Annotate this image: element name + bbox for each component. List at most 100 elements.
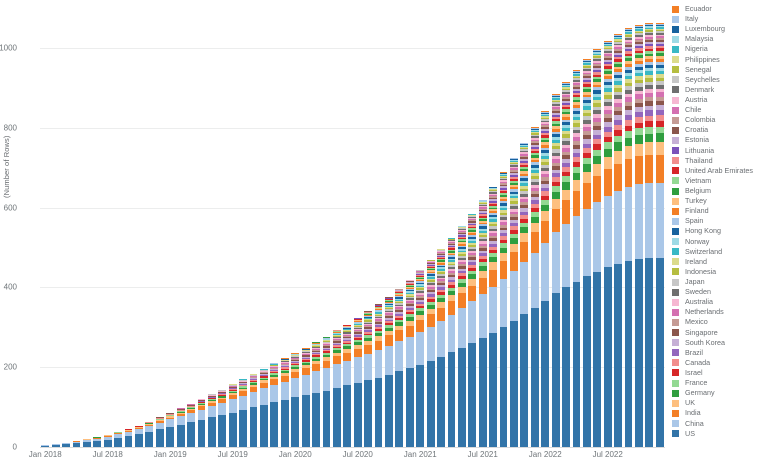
bar[interactable]	[395, 288, 404, 447]
bar-segment[interactable]	[593, 72, 602, 75]
bar-segment[interactable]	[343, 335, 352, 337]
bar-segment[interactable]	[291, 360, 300, 362]
bar-segment[interactable]	[280, 373, 289, 376]
bar-segment[interactable]	[499, 219, 508, 223]
bar-segment[interactable]	[603, 137, 612, 143]
bar-segment[interactable]	[614, 39, 623, 41]
bar-segment[interactable]	[489, 230, 498, 234]
bar-segment[interactable]	[593, 96, 602, 100]
bar-segment[interactable]	[426, 267, 435, 269]
bar-segment[interactable]	[457, 228, 466, 229]
legend-item[interactable]: China	[672, 418, 768, 428]
bar-segment[interactable]	[603, 47, 612, 50]
legend-item[interactable]: South Korea	[672, 338, 768, 348]
bar-segment[interactable]	[437, 283, 445, 286]
bar-segment[interactable]	[551, 128, 560, 132]
bar-segment[interactable]	[416, 286, 425, 289]
bar-segment[interactable]	[572, 172, 581, 181]
bar-segment[interactable]	[468, 257, 477, 260]
bar-segment[interactable]	[635, 102, 643, 108]
bar-segment[interactable]	[145, 431, 154, 447]
bar-segment[interactable]	[572, 113, 581, 117]
bar-segment[interactable]	[614, 110, 623, 116]
bar-segment[interactable]	[353, 325, 362, 327]
bar-segment[interactable]	[270, 384, 279, 403]
bar-segment[interactable]	[655, 56, 664, 59]
bar-segment[interactable]	[645, 61, 654, 65]
bar-segment[interactable]	[291, 366, 300, 369]
bar-segment[interactable]	[312, 345, 320, 347]
bar-segment[interactable]	[541, 142, 550, 146]
bar-segment[interactable]	[593, 139, 602, 145]
bar-segment[interactable]	[353, 323, 362, 325]
bar-segment[interactable]	[624, 79, 633, 83]
bar-segment[interactable]	[645, 133, 654, 143]
bar-segment[interactable]	[447, 284, 456, 288]
bar-segment[interactable]	[530, 146, 539, 149]
bar-segment[interactable]	[510, 171, 518, 174]
bar-segment[interactable]	[280, 400, 289, 447]
bar-segment[interactable]	[416, 272, 425, 274]
bar-segment[interactable]	[374, 336, 383, 341]
bar-segment[interactable]	[530, 200, 539, 204]
bar-segment[interactable]	[593, 110, 602, 115]
bar-segment[interactable]	[603, 82, 612, 86]
bar-segment[interactable]	[468, 218, 477, 220]
bar-segment[interactable]	[395, 297, 404, 299]
bar-segment[interactable]	[489, 223, 498, 227]
bar-segment[interactable]	[312, 347, 320, 349]
bar[interactable]	[239, 378, 248, 447]
bar-segment[interactable]	[562, 116, 570, 120]
bar-segment[interactable]	[645, 36, 654, 39]
bar-segment[interactable]	[582, 139, 591, 144]
bar-segment[interactable]	[353, 332, 362, 334]
bar-segment[interactable]	[635, 107, 643, 112]
bar-segment[interactable]	[437, 285, 445, 288]
bar-segment[interactable]	[260, 372, 268, 374]
bar-segment[interactable]	[395, 330, 404, 342]
bar-segment[interactable]	[478, 217, 487, 220]
bar[interactable]	[103, 433, 112, 447]
bar-segment[interactable]	[645, 51, 654, 54]
bar-segment[interactable]	[624, 110, 633, 115]
bar-segment[interactable]	[645, 78, 654, 82]
bar-segment[interactable]	[551, 93, 560, 95]
bar-segment[interactable]	[551, 108, 560, 111]
bar-segment[interactable]	[447, 265, 456, 268]
bar-segment[interactable]	[416, 311, 425, 315]
bar-segment[interactable]	[510, 214, 518, 218]
bar-segment[interactable]	[499, 227, 508, 231]
bar-segment[interactable]	[468, 246, 477, 249]
bar-segment[interactable]	[426, 273, 435, 275]
bar-segment[interactable]	[405, 306, 414, 308]
bar-segment[interactable]	[510, 233, 518, 238]
bar-segment[interactable]	[395, 317, 404, 320]
bar-segment[interactable]	[353, 327, 362, 329]
bar[interactable]	[114, 430, 123, 447]
bar-segment[interactable]	[572, 74, 581, 76]
bar-segment[interactable]	[635, 58, 643, 61]
bar-segment[interactable]	[541, 170, 550, 174]
bar-segment[interactable]	[343, 328, 352, 330]
bar-segment[interactable]	[385, 311, 393, 314]
bar-segment[interactable]	[395, 371, 404, 447]
bar-segment[interactable]	[457, 247, 466, 249]
bar-segment[interactable]	[312, 348, 320, 349]
bar-segment[interactable]	[322, 352, 331, 355]
bar-segment[interactable]	[457, 226, 466, 228]
legend-item[interactable]: Indonesia	[672, 267, 768, 277]
bar-segment[interactable]	[405, 295, 414, 297]
bar-segment[interactable]	[437, 259, 445, 261]
bar-segment[interactable]	[270, 374, 279, 377]
bar-segment[interactable]	[82, 442, 91, 447]
bar-segment[interactable]	[614, 130, 623, 136]
bar-segment[interactable]	[530, 184, 539, 188]
bar-segment[interactable]	[614, 115, 623, 121]
bar-segment[interactable]	[635, 94, 643, 99]
bar-segment[interactable]	[468, 214, 477, 216]
bar-segment[interactable]	[447, 249, 456, 252]
bar-segment[interactable]	[530, 137, 539, 140]
bar-segment[interactable]	[364, 337, 373, 341]
bar-segment[interactable]	[478, 222, 487, 225]
bar-segment[interactable]	[468, 238, 477, 241]
